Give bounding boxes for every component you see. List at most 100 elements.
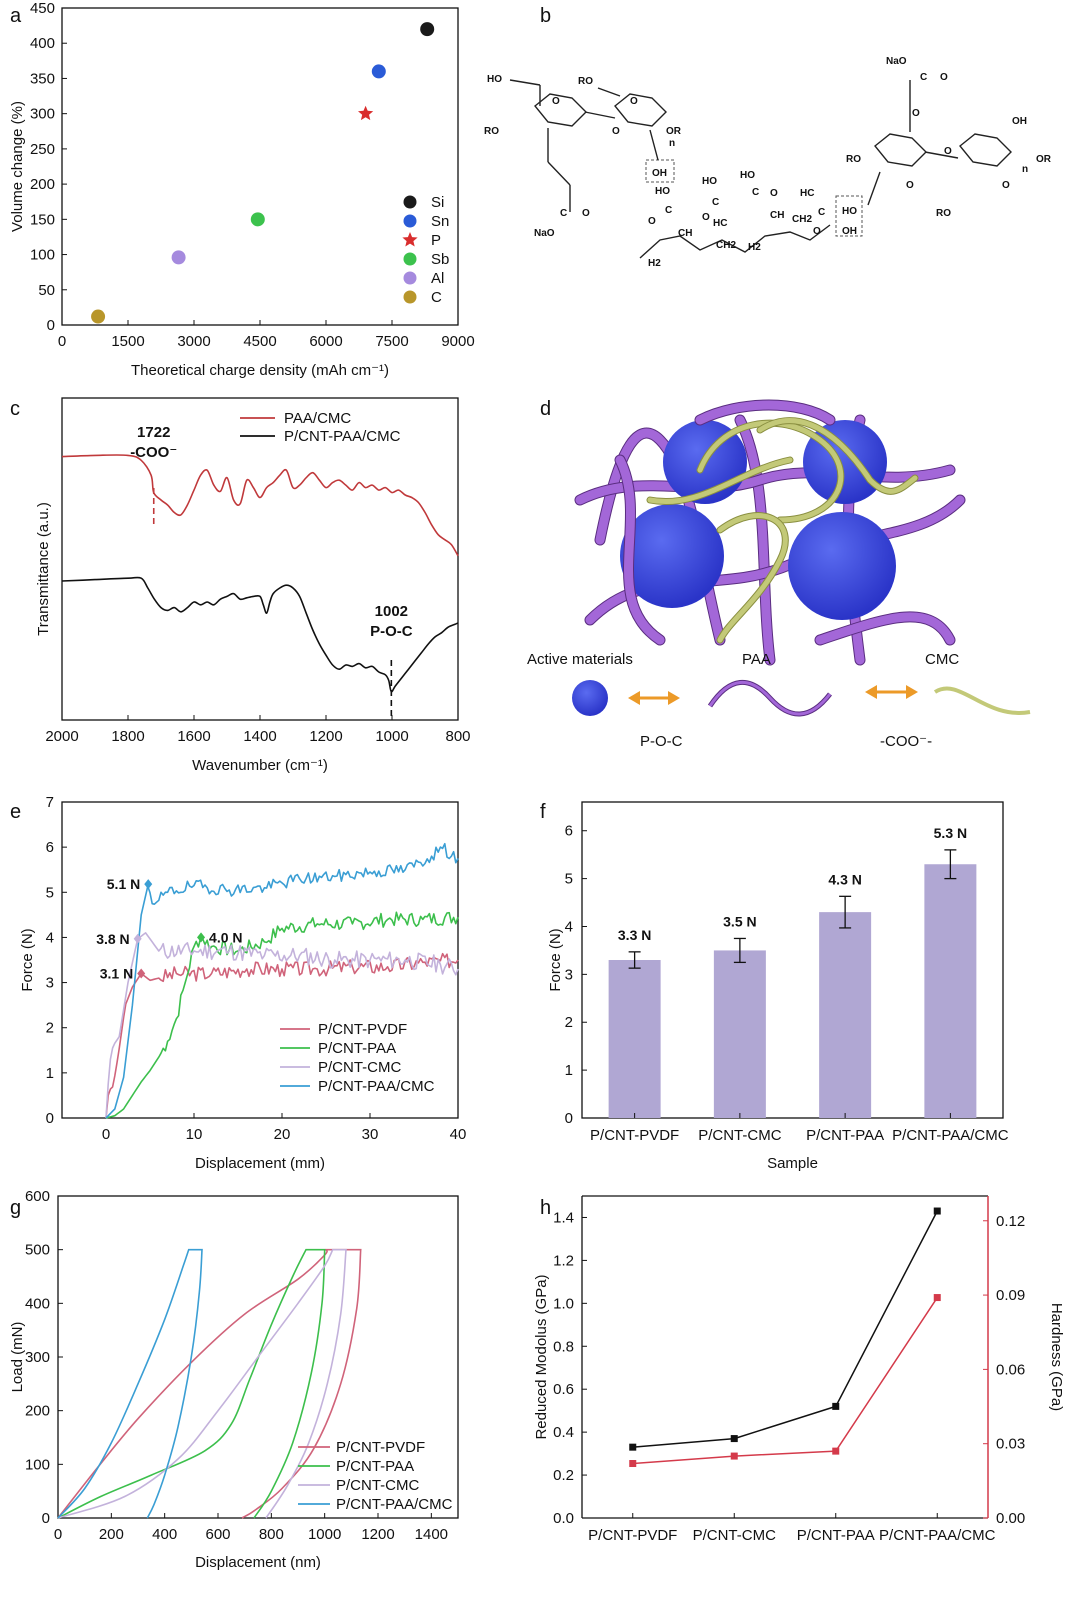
point-Hardness — [832, 1447, 840, 1455]
cmc-tube-4 — [647, 457, 793, 504]
legend-cmc-wave — [933, 686, 1031, 715]
series-line-P/CNT-PVDF — [57, 1248, 362, 1519]
x-tick-label-e: 40 — [450, 1126, 467, 1143]
legend-label-P/CNT-PVDF: P/CNT-PVDF — [318, 1021, 407, 1038]
x-tick-label-a: 6000 — [309, 333, 342, 350]
y2-tick-label-h: 0.03 — [996, 1436, 1025, 1453]
chem-label: HO — [702, 176, 717, 187]
bond — [597, 87, 621, 97]
paa-tube-6 — [615, 455, 665, 645]
y-tick-label-g: 600 — [25, 1188, 50, 1205]
y-tick-label-f: 5 — [565, 871, 573, 888]
panel-letter-c: c — [10, 398, 20, 420]
glucose-ring-1 — [534, 93, 587, 127]
bond — [547, 161, 571, 186]
y-tick-label-h: 1.0 — [553, 1295, 574, 1312]
legend-label-P: P — [431, 232, 441, 249]
bond — [584, 111, 616, 119]
chem-label: O — [612, 126, 620, 137]
chem-label: HC — [800, 188, 814, 199]
x-tick-label-c: 2000 — [45, 728, 78, 745]
chem-label: O — [630, 96, 638, 107]
point-Hardness — [629, 1460, 637, 1468]
y-tick-label-e: 6 — [46, 839, 54, 856]
legend-paa-wave — [708, 681, 832, 716]
label-coo: -COO⁻- — [880, 733, 932, 750]
peak-marker — [144, 879, 153, 890]
y-tick-label-e: 2 — [46, 1020, 54, 1037]
bond — [649, 129, 659, 161]
panel-letter-h: h — [540, 1197, 551, 1219]
y2-tick-label-h: 0.06 — [996, 1361, 1025, 1378]
chem-label: H2 — [748, 242, 761, 253]
annotation-1722: 1722 — [137, 424, 170, 441]
chem-label: RO — [846, 154, 861, 165]
peak-label: 3.8 N — [96, 931, 129, 947]
x-tick-label-e: 20 — [274, 1126, 291, 1143]
x-tick-label-a: 4500 — [243, 333, 276, 350]
legend-label-C: C — [431, 289, 442, 306]
series-line-P/CNT-PAA/CMC — [61, 576, 459, 693]
y-tick-label-e: 1 — [46, 1065, 54, 1082]
legend-label-Al: Al — [431, 270, 444, 287]
y-tick-label-a: 250 — [30, 141, 55, 158]
bar-P/CNT-PAA/CMC — [924, 864, 977, 1118]
x-tick-label-g: 1000 — [308, 1526, 341, 1543]
x-tick-label-g: 0 — [54, 1526, 62, 1543]
label-paa: PAA — [742, 651, 771, 668]
point-Reduced Modulus — [730, 1435, 738, 1443]
label-active-materials: Active materials — [527, 651, 633, 668]
chem-label: O — [906, 180, 914, 191]
y-tick-label-e: 0 — [46, 1110, 54, 1127]
x-tick-label-c: 1400 — [243, 728, 276, 745]
y-tick-label-a: 350 — [30, 70, 55, 87]
chem-label: CH — [678, 228, 692, 239]
chem-label: OR — [1036, 154, 1052, 165]
cmc-tube-2 — [717, 513, 788, 643]
paa-tube-8 — [695, 400, 835, 425]
chem-label: O — [940, 72, 948, 83]
chem-label: CH2 — [792, 214, 812, 225]
point-P — [358, 105, 374, 121]
series-line-P/CNT-PAA — [57, 1248, 326, 1519]
y-tick-label-h: 0.4 — [553, 1424, 574, 1441]
cmc-tube-1 — [697, 420, 844, 523]
panel-c-frame — [61, 397, 459, 721]
chem-label: O — [813, 226, 821, 237]
label-poc: P-O-C — [640, 733, 683, 750]
x-tick-label-e: 0 — [102, 1126, 110, 1143]
y-axis-label-c: Transmittance (a.u.) — [35, 502, 52, 636]
legend-label-P/CNT-PAA/CMC: P/CNT-PAA/CMC — [336, 1496, 453, 1513]
x-tick-label-c: 1800 — [111, 728, 144, 745]
x-axis-label-c: Wavenumber (cm⁻¹) — [192, 757, 328, 774]
series-line-P/CNT-CMC — [105, 932, 459, 1119]
chem-label: HC — [713, 218, 727, 229]
annotation-poc: P-O-C — [370, 623, 413, 640]
chem-label: NaO — [886, 56, 907, 67]
legend-label-Sb: Sb — [431, 251, 449, 268]
point-Sn — [371, 64, 386, 79]
legend-label-P/CNT-CMC: P/CNT-CMC — [318, 1059, 401, 1076]
y-tick-label-e: 5 — [46, 884, 54, 901]
paa-backbone — [639, 224, 831, 259]
x-tick-label-e: 30 — [362, 1126, 379, 1143]
x-tick-label-g: 600 — [205, 1526, 230, 1543]
glucose-ring-2 — [614, 93, 667, 127]
point-Al — [171, 250, 186, 265]
chem-label: HO — [655, 186, 670, 197]
x-axis-label-f: Sample — [767, 1155, 818, 1172]
annotation-coo: -COO⁻ — [130, 444, 177, 461]
peak-label: 4.0 N — [209, 929, 242, 945]
y-axis-label-h: Reduced Modolus (GPa) — [533, 1274, 550, 1439]
bar-value-label: 3.5 N — [723, 913, 756, 929]
y-tick-label-g: 500 — [25, 1242, 50, 1259]
x-tick-label-h: P/CNT-PVDF — [588, 1527, 677, 1544]
y-tick-label-h: 0.6 — [553, 1381, 574, 1398]
bar-value-label: 5.3 N — [934, 825, 967, 841]
bond — [924, 151, 959, 159]
x-tick-label-f: P/CNT-PVDF — [590, 1127, 679, 1144]
cmc-tube-3 — [757, 418, 918, 494]
chem-label: O — [582, 208, 590, 219]
